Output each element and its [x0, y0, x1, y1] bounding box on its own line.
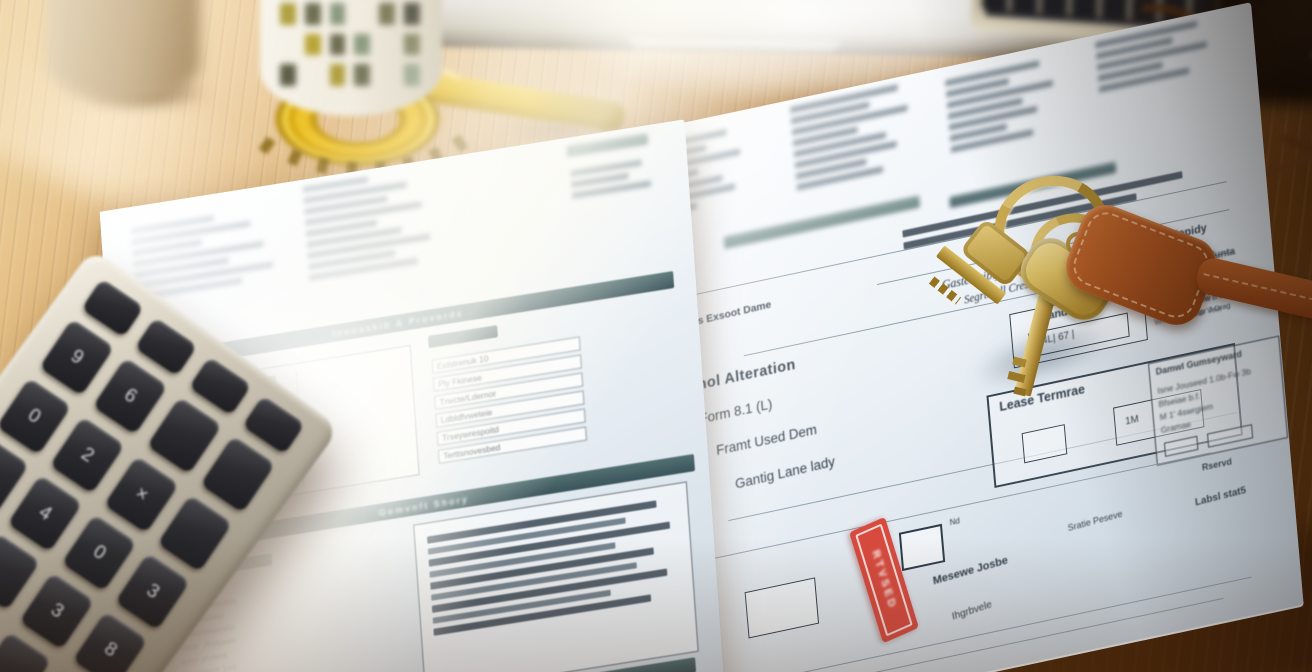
right-column-box: Damwl Gumseyward Isne Jouseed 1.0b-Fw 3b…	[1148, 335, 1289, 466]
footer-tag: Labsl stat5	[1194, 484, 1247, 509]
small-box	[1163, 435, 1199, 457]
bottom-note: Ihgrbvele	[951, 599, 993, 623]
calculator-key: 6	[92, 357, 169, 436]
received-label: Rservd	[1201, 456, 1233, 473]
window-cell	[329, 64, 346, 86]
window-cell	[329, 33, 346, 56]
calculator-key: 3	[18, 572, 95, 651]
window-cell	[354, 3, 370, 25]
form-label: Form 8.1 (L)	[698, 396, 773, 427]
small-box	[1206, 424, 1254, 448]
window-cell	[280, 64, 296, 86]
window-cell	[305, 64, 321, 86]
calculator-key: 2	[49, 416, 126, 495]
corner-chip	[566, 133, 649, 158]
window-cell	[354, 64, 371, 86]
tiny-label: Nd	[949, 515, 961, 528]
window-cell	[379, 64, 395, 86]
checkbox-large	[898, 523, 946, 572]
window-cell	[379, 2, 396, 25]
bottom-note: Sratie Peseve	[1067, 508, 1123, 534]
table-rows: Eidstrenuk 10 Ply Fkinese Tnvcte/Ldernor Ld…	[431, 332, 588, 468]
window-cell	[404, 2, 420, 25]
window-cell	[280, 34, 296, 56]
calculator-key: 0	[61, 513, 137, 592]
window-cell	[304, 33, 321, 56]
small-box	[1021, 424, 1068, 464]
list-panel	[413, 481, 699, 672]
window-cell	[329, 2, 346, 25]
calculator-key: 4	[7, 474, 84, 553]
calculator-key: ×	[103, 455, 180, 534]
stamp-text: RTVSED	[869, 548, 899, 612]
model-windows	[280, 0, 420, 86]
window-cell	[404, 33, 420, 56]
window-cell	[280, 2, 296, 25]
section-title: Gomvnft Shory	[378, 493, 470, 518]
miniature-building-model	[260, 0, 442, 116]
table-band	[723, 195, 921, 249]
window-cell	[304, 2, 321, 25]
window-cell	[404, 64, 420, 86]
field-value: 1M	[1124, 413, 1140, 428]
coffee-cup	[48, 0, 200, 104]
form-label: Framt Used Dem	[715, 421, 818, 459]
calculator-key	[146, 396, 222, 475]
form-label: Gantig Lane lady	[734, 453, 836, 492]
window-cell	[354, 33, 371, 56]
signature-box	[744, 577, 820, 639]
window-cell	[379, 34, 395, 56]
table-chip-label	[427, 325, 498, 349]
